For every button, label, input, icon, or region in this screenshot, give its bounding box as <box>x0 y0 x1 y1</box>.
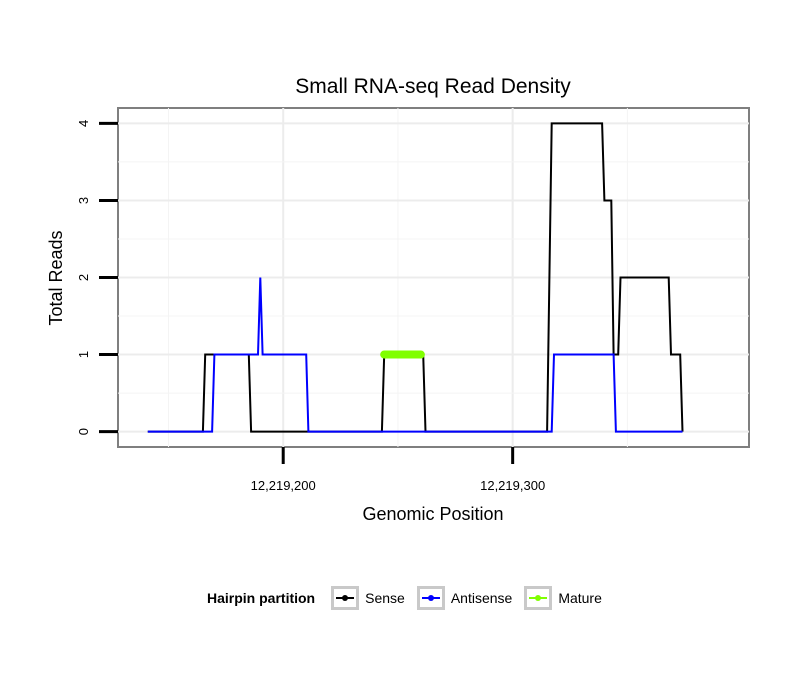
data-point-mature <box>380 350 389 359</box>
legend-item-mature: Mature <box>524 586 608 610</box>
x-tick-label: 12,219,300 <box>480 478 545 493</box>
x-tick-label: 12,219,200 <box>251 478 316 493</box>
data-point-mature <box>416 350 425 359</box>
legend-key-sense <box>331 586 360 610</box>
legend-dot-sense <box>342 595 349 601</box>
series-line-antisense <box>147 277 683 433</box>
legend-title: Hairpin partition <box>207 590 316 606</box>
legend-label-antisense: Antisense <box>450 590 513 606</box>
y-tick-label: 0 <box>76 428 91 435</box>
legend-dot-antisense <box>427 595 434 601</box>
y-axis-label: Total Reads <box>46 230 66 325</box>
y-tick-label: 1 <box>76 351 91 358</box>
series-line-sense <box>147 122 684 433</box>
legend-label-mature: Mature <box>558 590 602 606</box>
legend: Hairpin partition Sense Antisense Mature <box>207 583 614 613</box>
legend-item-antisense: Antisense <box>416 586 518 610</box>
legend-key-mature <box>524 586 553 610</box>
y-tick-label: 2 <box>76 274 91 281</box>
y-tick-label: 3 <box>76 197 91 204</box>
series-lines <box>147 122 684 433</box>
chart-title: Small RNA-seq Read Density <box>295 75 571 98</box>
grid-lines <box>118 108 749 447</box>
legend-dot-mature <box>535 595 542 601</box>
legend-key-antisense <box>416 586 445 610</box>
x-axis-label: Genomic Position <box>362 504 503 524</box>
legend-label-sense: Sense <box>365 590 405 606</box>
x-axis: 12,219,200 12,219,300 <box>251 447 545 493</box>
y-axis: 0 1 2 3 4 <box>76 120 118 435</box>
legend-item-sense: Sense <box>331 586 411 610</box>
y-tick-label: 4 <box>76 120 91 127</box>
